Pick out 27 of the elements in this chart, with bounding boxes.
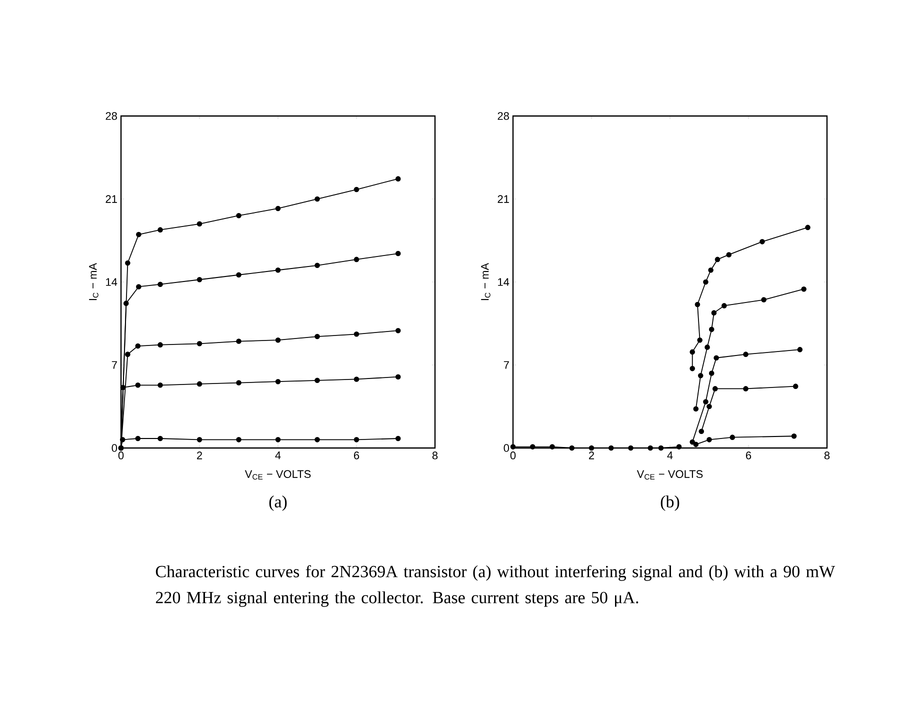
- x-tick-label: 6: [354, 452, 360, 460]
- x-tick-label: 8: [432, 452, 438, 460]
- y-tick-label: 21: [498, 195, 509, 203]
- x-tick-label: 2: [588, 452, 594, 460]
- x-tick-label: 6: [746, 452, 752, 460]
- x-tick-label: 0: [510, 452, 516, 460]
- y-tick-label: 0: [504, 444, 510, 452]
- y-tick-label: 14: [106, 278, 118, 286]
- y-tick-label: 14: [498, 278, 510, 286]
- y-tick-label: 21: [106, 195, 117, 203]
- x-tick-label: 4: [667, 452, 673, 460]
- text: (b): [660, 496, 680, 511]
- y-axis-title: I$_{C}$ − mA: [89, 262, 98, 300]
- text: (a): [269, 496, 287, 511]
- text: Characteristic curves for 2N2369A transistor (a) without interfering signal and (b) with a 90 mW 220 MHz signal entering the collector. Base current steps are 50 μA.: [156, 565, 836, 607]
- x-axis-title: V$_{CE}$ − VOLTS: [636, 470, 703, 480]
- y-axis-title: I$_{C}$ − mA: [481, 262, 490, 300]
- x-tick-label: 0: [118, 452, 124, 460]
- y-tick-label: 28: [106, 112, 117, 120]
- y-tick-label: 0: [112, 444, 118, 452]
- y-tick-label: 7: [112, 361, 117, 369]
- x-tick-label: 2: [196, 452, 202, 460]
- y-tick-label: 7: [504, 361, 509, 369]
- x-tick-label: 8: [824, 452, 830, 460]
- x-tick-label: 4: [275, 452, 281, 460]
- x-axis-title: V$_{CE}$ − VOLTS: [244, 470, 311, 480]
- y-tick-label: 28: [498, 112, 509, 120]
